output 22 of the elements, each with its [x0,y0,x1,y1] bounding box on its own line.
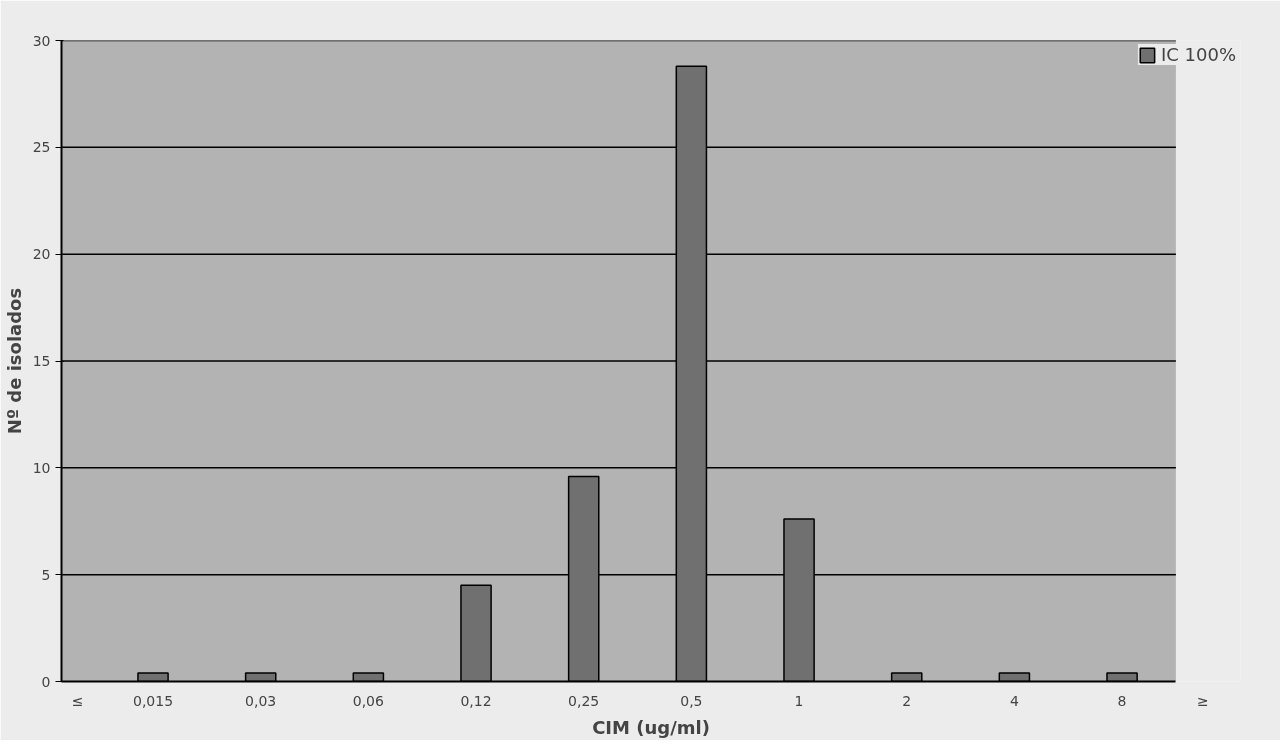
x-tick-label: 1 [794,692,804,709]
y-tick-label: 30 [32,32,51,49]
y-tick-label: 25 [32,139,51,156]
x-tick-label: 0,5 [680,692,703,709]
legend-label: IC 100% [1160,44,1236,65]
x-tick-label: 0,12 [460,692,492,709]
y-tick-label: 10 [32,459,51,476]
y-tick-label: 5 [41,566,51,583]
y-tick-label: 0 [41,673,51,690]
x-tick-label: 2 [902,692,912,709]
y-axis-title: Nº de isolados [3,287,25,435]
x-axis-title: CIM (ug/ml) [592,716,710,738]
x-tick-label: 8 [1117,692,1127,709]
x-tick-label: 0,015 [132,692,174,709]
text: ≥ [1196,692,1209,709]
x-tick-label: 4 [1009,692,1019,709]
x-tick-label: 0,06 [352,692,385,709]
x-tick-label: 0,03 [245,692,277,709]
text: ≤ [71,692,84,709]
y-tick-label: 15 [32,353,51,369]
y-tick-label: 20 [32,246,51,263]
x-tick-label: 0,25 [568,692,600,709]
